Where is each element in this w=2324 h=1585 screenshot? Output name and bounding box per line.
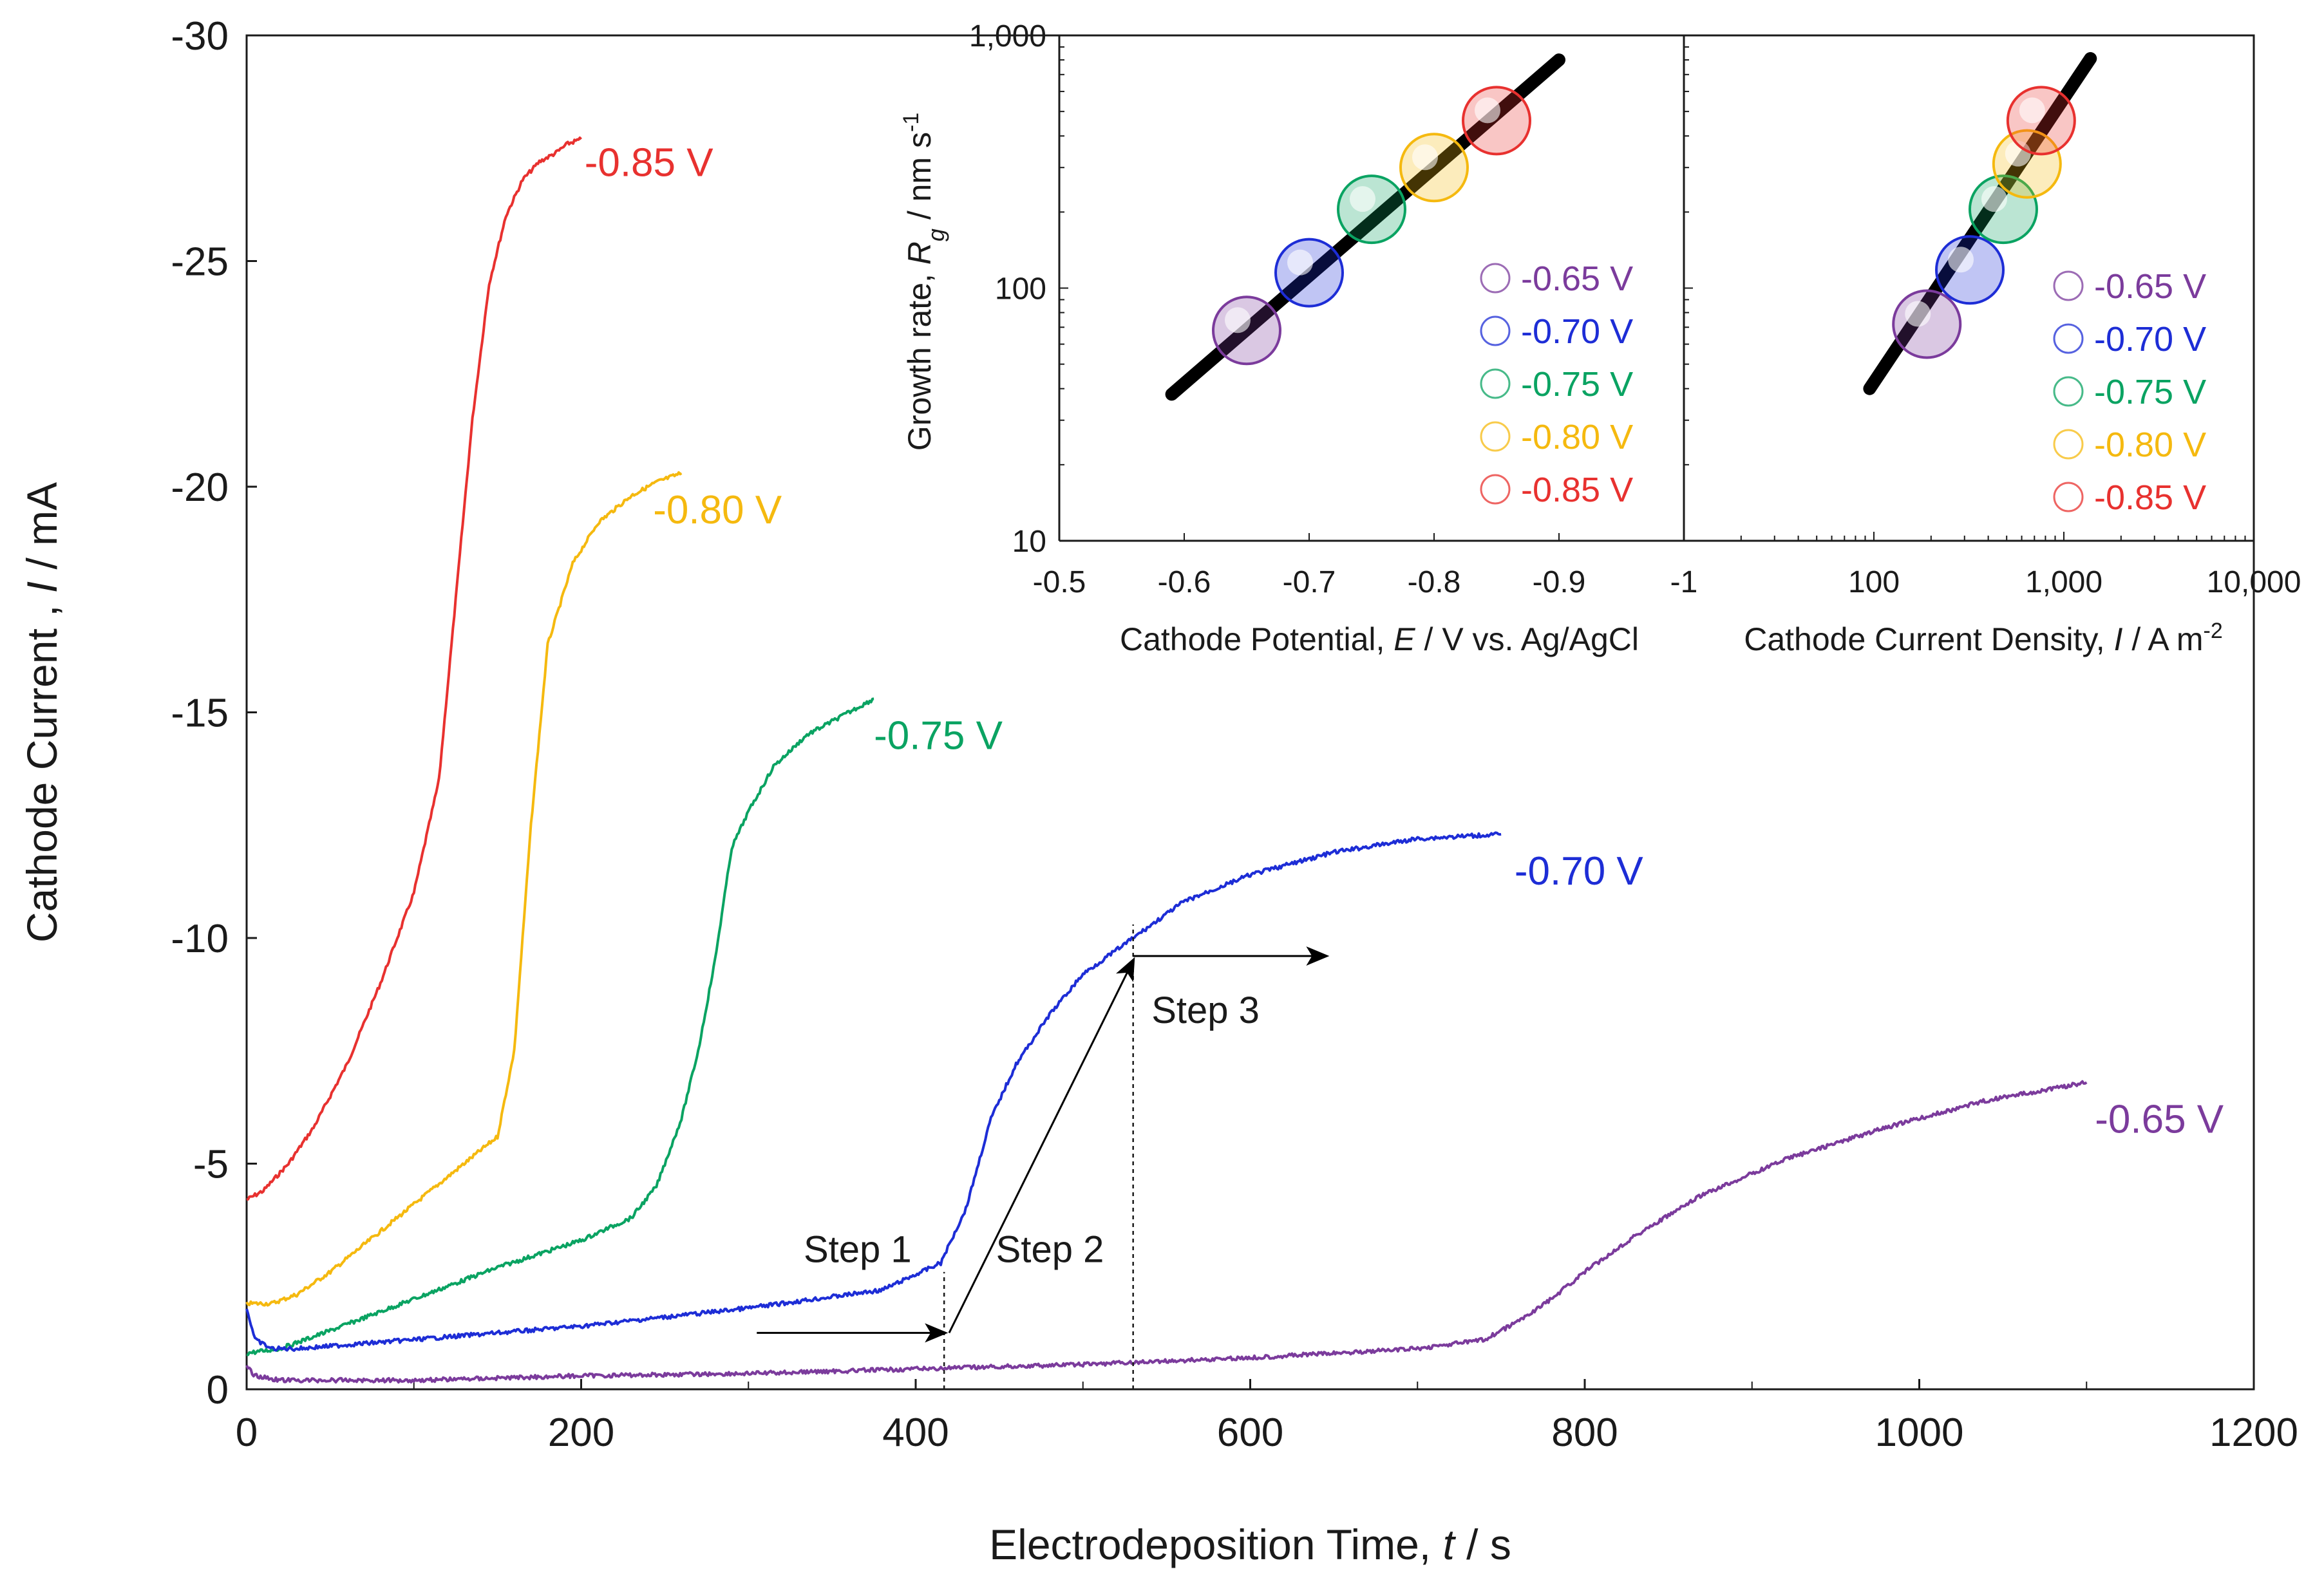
- x-axis-title: Electrodeposition Time, t / s: [989, 1521, 1511, 1568]
- main-chart: 0 200 400 600 800 1000 1200 0 -5 -10 -15 -20 -25 -30 E…: [18, 14, 2298, 1568]
- x-tick-label: 1200: [2209, 1411, 2298, 1455]
- legend-label: -0.75 V: [1521, 365, 1633, 404]
- x-tick-label: -0.5: [1033, 565, 1086, 599]
- data-point-070-highlight: [1948, 247, 1974, 273]
- step-3-label: Step 3: [1151, 989, 1260, 1031]
- data-point-065-highlight: [1225, 307, 1251, 333]
- data-point-085-highlight: [1475, 97, 1500, 124]
- y-tick-label: -20: [171, 465, 229, 510]
- legend-label: -0.80 V: [1521, 418, 1633, 456]
- x-tick-label: 800: [1551, 1411, 1618, 1455]
- legend-marker: [2053, 482, 2084, 512]
- legend-label: -0.75 V: [2094, 373, 2206, 411]
- step-1-label: Step 1: [804, 1229, 912, 1271]
- x-tick-label: 10,000: [2207, 565, 2301, 599]
- inset-left-chart: -0.5 -0.6 -0.7 -0.8 -0.9 -1 10 100 1,000 -0.65 V -…: [899, 19, 1697, 657]
- legend-marker: [1480, 368, 1511, 399]
- y-tick-label: 1,000: [969, 19, 1046, 53]
- y-tick-label: -25: [171, 240, 229, 285]
- legend-label: -0.80 V: [2094, 426, 2206, 464]
- x-tick-label: -1: [1670, 565, 1698, 599]
- legend-label: -0.65 V: [1521, 259, 1633, 298]
- x-tick-label: -0.8: [1408, 565, 1461, 599]
- x-tick-label: -0.9: [1533, 565, 1586, 599]
- data-point-065-highlight: [1905, 301, 1931, 327]
- legend-label: -0.70 V: [1521, 312, 1633, 351]
- curve-label: -0.80 V: [653, 488, 782, 532]
- curve-label: -0.75 V: [874, 714, 1003, 758]
- data-point-070: [1935, 235, 2005, 305]
- y-tick-label: -5: [193, 1143, 229, 1187]
- data-point-085: [1462, 86, 1531, 156]
- data-point-070: [1274, 238, 1344, 308]
- curve-label: -0.70 V: [1515, 849, 1644, 894]
- inset-right-chart: 100 1,000 10,000 -0.65 V -0.70 V -0.75 V -0.80…: [1683, 35, 2301, 657]
- curve-label: -0.65 V: [2095, 1097, 2224, 1141]
- x-tick-label: -0.6: [1158, 565, 1211, 599]
- series-line-070: [245, 831, 1502, 1352]
- legend-marker: [1480, 315, 1511, 346]
- legend-label: -0.85 V: [2094, 478, 2206, 517]
- series-line-065: [245, 1080, 2088, 1384]
- data-point-080-highlight: [2005, 140, 2031, 167]
- data-point-070-highlight: [1287, 249, 1313, 276]
- plot-frame: [245, 34, 2255, 1391]
- series-line-080: [245, 471, 683, 1307]
- data-point-065: [1892, 289, 1962, 359]
- data-point-075-highlight: [1350, 186, 1375, 212]
- curve-label: -0.85 V: [585, 140, 714, 185]
- legend-marker: [1480, 474, 1511, 505]
- x-tick-label: 100: [1848, 565, 1900, 599]
- y-tick-label: 0: [207, 1368, 229, 1412]
- y-tick-label: -10: [171, 917, 229, 961]
- legend-marker: [2053, 270, 2084, 301]
- fit-line: [1863, 52, 2097, 395]
- legend-label: -0.70 V: [2094, 320, 2206, 359]
- x-tick-label: 1,000: [2025, 565, 2102, 599]
- data-point-075: [1968, 174, 2038, 245]
- legend-label: -0.65 V: [2094, 267, 2206, 306]
- x-tick-label: 200: [548, 1411, 614, 1455]
- legend-marker: [2053, 323, 2084, 354]
- legend-marker: [2053, 376, 2084, 407]
- x-tick-label: 600: [1217, 1411, 1283, 1455]
- step-arrow: [948, 957, 1135, 1334]
- step-2-label: Step 2: [996, 1229, 1104, 1271]
- inset-left-x-title: Cathode Potential, E / V vs. Ag/AgCl: [1120, 621, 1639, 657]
- data-point-065: [1212, 295, 1281, 366]
- data-point-075: [1337, 174, 1406, 245]
- x-tick-label: 0: [236, 1411, 258, 1455]
- y-tick-label: 100: [995, 272, 1046, 306]
- x-tick-label: -0.7: [1283, 565, 1336, 599]
- inset-right-x-title: Cathode Current Density, I / A m-2: [1744, 619, 2223, 657]
- data-point-075-highlight: [1981, 186, 2007, 212]
- data-point-080: [1399, 133, 1469, 203]
- y-tick-label: -30: [171, 14, 229, 59]
- legend-label: -0.85 V: [1521, 471, 1633, 509]
- series-line-085: [246, 136, 582, 1201]
- data-point-080-highlight: [1412, 144, 1438, 171]
- y-tick-label: 10: [1012, 525, 1046, 559]
- legend-marker: [1480, 263, 1511, 294]
- x-tick-label: 400: [882, 1411, 949, 1455]
- y-axis-title: Cathode Current , I / mA: [18, 482, 66, 943]
- data-point-085: [2006, 86, 2076, 156]
- legend-marker: [2053, 429, 2084, 460]
- series-line-075: [246, 697, 874, 1356]
- y-tick-label: -15: [171, 691, 229, 736]
- inset-left-y-title: Growth rate, Rg / nm s-1: [899, 113, 949, 451]
- data-point-085-highlight: [2019, 97, 2045, 124]
- legend-marker: [1480, 421, 1511, 452]
- x-tick-label: 1000: [1875, 1411, 1964, 1455]
- data-point-080: [1992, 129, 2062, 199]
